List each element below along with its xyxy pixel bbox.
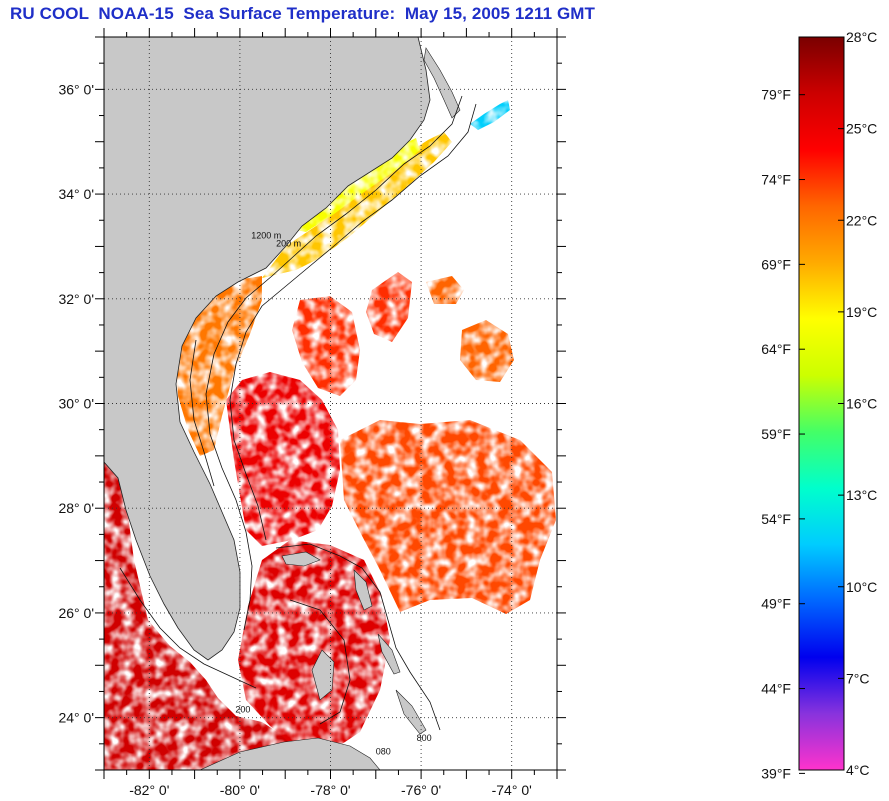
- lat-tick-label: 32° 0': [58, 291, 94, 307]
- colorbar-celsius-label: 7°C: [846, 670, 870, 686]
- colorbar-fahrenheit-labels: 79°F 74°F 69°F 64°F 59°F 54°F 49°F 44°F 39°F: [761, 87, 791, 782]
- contour-label: 800: [417, 733, 432, 743]
- contour-keys: [119, 567, 257, 689]
- colorbar-celsius-label: 19°C: [846, 304, 877, 320]
- bathymetry-contours: [119, 95, 477, 731]
- land-grand-bahama: [281, 551, 321, 567]
- colorbar-fahrenheit-label: 64°F: [761, 341, 791, 357]
- contour-label: 1200 m: [251, 231, 281, 241]
- lat-tick-label: 28° 0': [58, 500, 94, 516]
- contour-200m: [205, 95, 463, 631]
- colorbar-celsius-label: 25°C: [846, 121, 877, 137]
- lon-tick-label: -76° 0': [401, 782, 441, 798]
- colorbar-celsius-label: 13°C: [846, 487, 877, 503]
- colorbar-celsius-labels: 28°C 25°C 22°C 19°C 16°C 13°C 10°C 7°C 4°C: [846, 29, 877, 778]
- colorbar-celsius-label: 4°C: [846, 762, 870, 778]
- colorbar-celsius-label: 16°C: [846, 396, 877, 412]
- contour-label: 200 m: [276, 238, 301, 248]
- colorbar-fahrenheit-label: 79°F: [761, 87, 791, 103]
- land-layer: [104, 37, 461, 770]
- contour-label: 200: [235, 704, 250, 714]
- contour-label: 080: [376, 746, 391, 756]
- lat-tick-label: 24° 0': [58, 710, 94, 726]
- lon-tick-label: -82° 0': [129, 782, 169, 798]
- colorbar-ticks: [799, 36, 844, 774]
- land-cuba: [199, 737, 381, 770]
- colorbar-celsius-label: 28°C: [846, 29, 877, 45]
- lat-tick-label: 34° 0': [58, 186, 94, 202]
- lat-tick-label: 30° 0': [58, 396, 94, 412]
- contour-bahamas-b: [289, 599, 351, 725]
- land-abaco: [353, 569, 373, 611]
- longitude-labels: -82° 0' -80° 0' -78° 0' -76° 0' -74° 0': [129, 782, 532, 798]
- colorbar-fahrenheit-label: 54°F: [761, 511, 791, 527]
- colorbar-fahrenheit-label: 69°F: [761, 256, 791, 272]
- land-eleuthera: [377, 633, 401, 675]
- land-andros: [311, 649, 335, 701]
- colorbar-fahrenheit-label: 44°F: [761, 681, 791, 697]
- colorbar-gradient: [798, 36, 845, 771]
- latitude-labels: 36° 0' 34° 0' 32° 0' 30° 0' 28° 0' 26° 0' 24° …: [58, 81, 94, 725]
- colorbar-fahrenheit-label: 39°F: [761, 765, 791, 781]
- contour-1200m: [229, 103, 477, 541]
- lon-tick-label: -80° 0': [220, 782, 260, 798]
- colorbar-fahrenheit-label: 74°F: [761, 172, 791, 188]
- colorbar-fahrenheit-label: 49°F: [761, 596, 791, 612]
- land-exuma: [395, 689, 427, 735]
- map-title: RU COOL NOAA-15 Sea Surface Temperature:…: [10, 4, 596, 23]
- contour-shelf-inner: [189, 339, 215, 487]
- axis-ticks: [95, 28, 566, 779]
- lat-tick-label: 36° 0': [58, 81, 94, 97]
- contour-bahamas-a: [275, 543, 441, 731]
- land-outer-banks: [423, 47, 461, 119]
- lon-tick-label: -78° 0': [310, 782, 350, 798]
- lon-tick-label: -74° 0': [492, 782, 532, 798]
- lat-tick-label: 26° 0': [58, 605, 94, 621]
- colorbar-fahrenheit-label: 59°F: [761, 426, 791, 442]
- colorbar: 28°C25°C22°C19°C16°C13°C10°C7°C4°C 79°F7…: [761, 29, 877, 781]
- land-mainland: [104, 37, 431, 661]
- colorbar-celsius-label: 10°C: [846, 579, 877, 595]
- colorbar-celsius-label: 22°C: [846, 212, 877, 228]
